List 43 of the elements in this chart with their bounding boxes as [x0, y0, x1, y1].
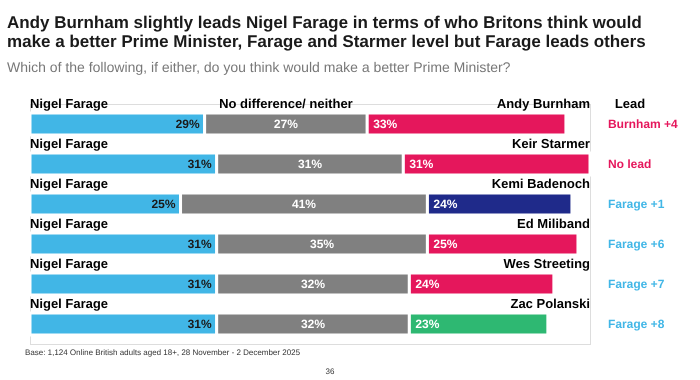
- data-label: 24%: [415, 277, 440, 291]
- text: Andy Burnham slightly leads Nigel Farage in terms of who Britons think would: [7, 13, 642, 32]
- data-label: 25%: [433, 237, 458, 251]
- data-label: 31%: [188, 277, 212, 291]
- text: Base: 1,124 Online British adults aged 18+, 28 November - 2 December 2025: [25, 348, 301, 357]
- data-label: 31%: [188, 157, 212, 171]
- data-label: 32%: [300, 277, 326, 291]
- data-label: 31%: [409, 157, 434, 171]
- text: Farage +7: [608, 277, 665, 291]
- text: Nigel Farage: [30, 216, 108, 231]
- data-label: 29%: [176, 117, 200, 131]
- y-tick-label: Andy Burnham: [496, 96, 590, 111]
- text: 36: [326, 367, 335, 376]
- text: Farage +6: [608, 237, 665, 251]
- text: Burnham +4: [608, 117, 678, 131]
- y-tick-label: Keir Starmer: [512, 136, 590, 151]
- data-label: 32%: [300, 317, 326, 331]
- data-label: 35%: [310, 237, 334, 251]
- y-tick-label: Zac Polanski: [510, 296, 590, 311]
- text: Nigel Farage: [30, 256, 108, 271]
- y-tick-label: Ed Miliband: [517, 216, 590, 231]
- text: Lead: [614, 96, 646, 111]
- text: Farage +8: [608, 317, 665, 331]
- data-label: 31%: [298, 157, 322, 171]
- data-label: 33%: [373, 117, 398, 131]
- text: Nigel Farage: [30, 296, 108, 311]
- series-label: Nigel Farage: [30, 136, 108, 151]
- text: No lead: [608, 157, 652, 171]
- y-tick-label: Wes Streeting: [504, 256, 590, 271]
- data-label: 25%: [152, 197, 176, 211]
- text: Nigel Farage: [30, 176, 108, 191]
- data-label: 27%: [274, 117, 298, 131]
- data-label: 24%: [433, 197, 458, 211]
- data-label: 23%: [415, 317, 440, 331]
- series-label: No difference/ neither: [219, 96, 353, 111]
- data-label: 31%: [188, 317, 212, 331]
- data-label: 41%: [292, 197, 316, 211]
- data-label: 31%: [188, 237, 212, 251]
- chart-subtitle: Which of the following, if either, do you think would make a better Prime Minister?: [7, 59, 511, 75]
- text: Farage +1: [608, 197, 665, 211]
- y-tick-label: Kemi Badenoch: [492, 176, 590, 191]
- text: make a better Prime Minister, Farage and Starmer level but Farage leads others: [7, 32, 646, 51]
- text: Nigel Farage: [30, 96, 108, 111]
